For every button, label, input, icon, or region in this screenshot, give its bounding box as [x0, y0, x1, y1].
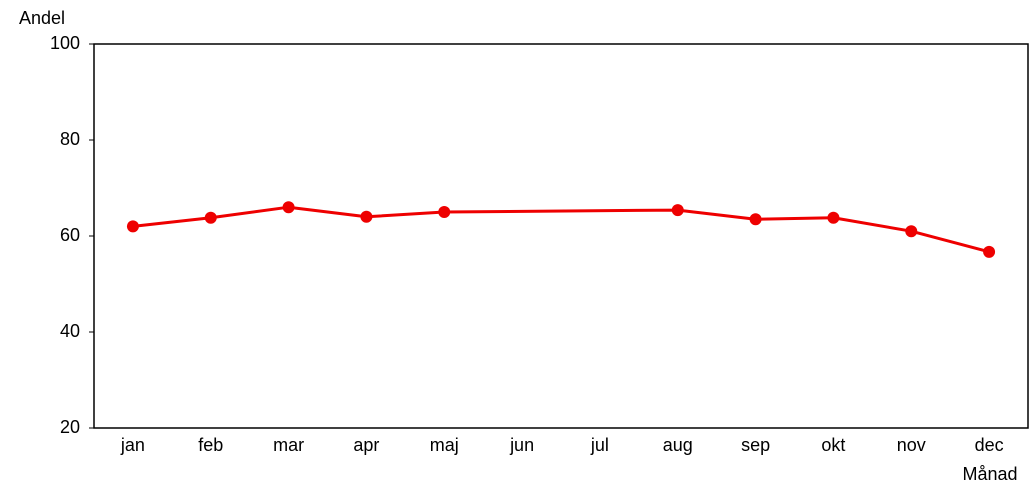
x-tick-label: maj	[430, 435, 459, 455]
plot-frame	[93, 43, 1029, 429]
x-tick-label: dec	[975, 435, 1004, 455]
y-tick-label: 60	[60, 225, 80, 245]
point	[983, 245, 996, 258]
x-tick-label: okt	[821, 435, 845, 455]
point	[905, 225, 918, 238]
x-axis-label: Månad	[962, 464, 1017, 484]
x-tick-label: mar	[273, 435, 304, 455]
line	[132, 205, 990, 254]
y-axis-label: Andel	[19, 8, 65, 28]
y-tick-label: 80	[60, 129, 80, 149]
y-tick-label: 100	[50, 33, 80, 53]
x-tick-label: sep	[741, 435, 770, 455]
x-tick-label: jun	[509, 435, 534, 455]
x-tick-label: feb	[198, 435, 223, 455]
point	[204, 211, 217, 224]
point	[438, 206, 451, 218]
point	[671, 204, 684, 217]
point	[749, 213, 762, 226]
point	[126, 220, 139, 233]
x-tick-label: jul	[590, 435, 609, 455]
point	[282, 201, 295, 214]
point	[827, 211, 840, 224]
y-tick-label: 40	[60, 321, 80, 341]
x-tick-label: jan	[120, 435, 145, 455]
x-tick-label: apr	[353, 435, 379, 455]
x-tick-label: aug	[663, 435, 693, 455]
x-tick-label: nov	[897, 435, 926, 455]
y-tick-label: 20	[60, 417, 80, 437]
point	[360, 210, 373, 223]
